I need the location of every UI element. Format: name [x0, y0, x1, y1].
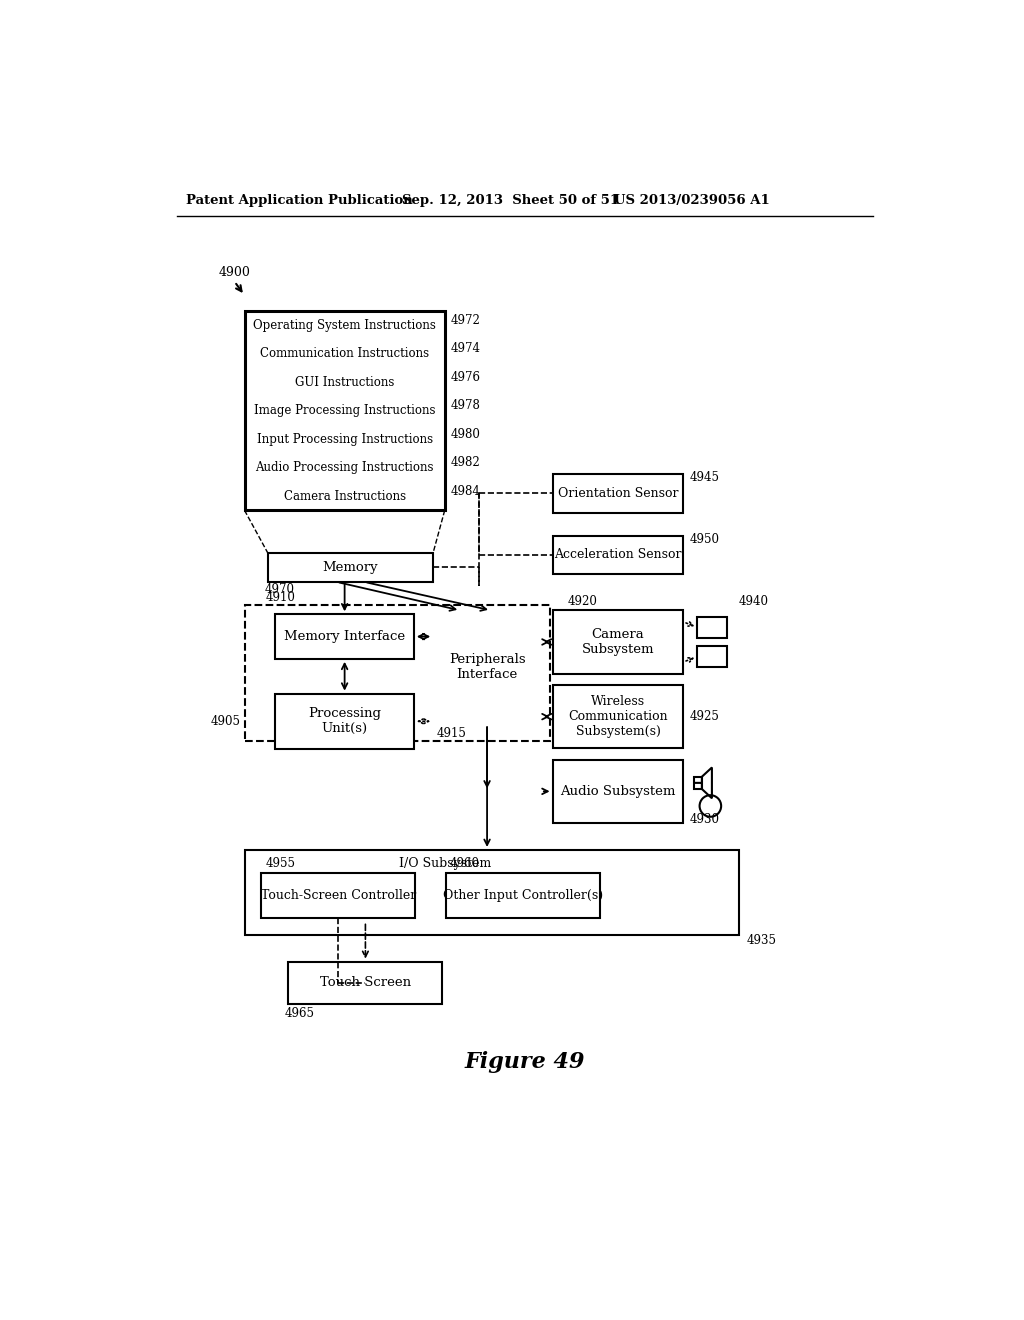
- Text: Audio Subsystem: Audio Subsystem: [560, 785, 676, 797]
- Text: 4960: 4960: [451, 857, 480, 870]
- Bar: [697, 645, 727, 668]
- Bar: [275, 614, 414, 659]
- Bar: [245, 605, 550, 742]
- Text: 4905: 4905: [211, 714, 241, 727]
- Text: 4940: 4940: [739, 594, 769, 607]
- Bar: [245, 850, 739, 935]
- Bar: [245, 453, 444, 482]
- Bar: [245, 339, 444, 368]
- Text: Camera Instructions: Camera Instructions: [284, 490, 406, 503]
- Bar: [245, 312, 444, 339]
- Text: 4978: 4978: [451, 400, 480, 412]
- Text: 4974: 4974: [451, 342, 481, 355]
- Bar: [553, 760, 683, 822]
- Text: 4945: 4945: [689, 471, 720, 484]
- Bar: [245, 425, 444, 453]
- Bar: [553, 610, 683, 673]
- Text: 4935: 4935: [746, 935, 776, 948]
- Bar: [267, 553, 433, 582]
- Text: Processing
Unit(s): Processing Unit(s): [308, 708, 381, 735]
- Bar: [553, 685, 683, 748]
- Text: Acceleration Sensor: Acceleration Sensor: [554, 548, 682, 561]
- Text: Communication Instructions: Communication Instructions: [260, 347, 429, 360]
- Bar: [697, 616, 727, 638]
- Text: Sep. 12, 2013  Sheet 50 of 51: Sep. 12, 2013 Sheet 50 of 51: [401, 194, 618, 207]
- Text: Patent Application Publication: Patent Application Publication: [186, 194, 413, 207]
- Bar: [245, 368, 444, 396]
- Text: Image Processing Instructions: Image Processing Instructions: [254, 404, 435, 417]
- Bar: [289, 961, 442, 1003]
- Text: 4984: 4984: [451, 484, 480, 498]
- Text: Operating System Instructions: Operating System Instructions: [253, 318, 436, 331]
- Bar: [433, 610, 541, 725]
- Text: 4982: 4982: [451, 457, 480, 470]
- Text: Input Processing Instructions: Input Processing Instructions: [257, 433, 433, 446]
- Text: 4972: 4972: [451, 314, 480, 327]
- Text: 4915: 4915: [437, 727, 467, 741]
- Bar: [553, 536, 683, 574]
- Text: Other Input Controller(s): Other Input Controller(s): [443, 888, 603, 902]
- Text: US 2013/0239056 A1: US 2013/0239056 A1: [614, 194, 770, 207]
- Text: Orientation Sensor: Orientation Sensor: [558, 487, 678, 500]
- Bar: [245, 396, 444, 425]
- Text: Memory Interface: Memory Interface: [284, 630, 406, 643]
- Text: Audio Processing Instructions: Audio Processing Instructions: [255, 461, 434, 474]
- Text: Touch-Screen Controller: Touch-Screen Controller: [261, 888, 416, 902]
- Text: 4970: 4970: [264, 583, 295, 597]
- Text: 4920: 4920: [568, 594, 598, 607]
- Text: Camera
Subsystem: Camera Subsystem: [582, 628, 654, 656]
- Bar: [553, 474, 683, 512]
- Text: Touch Screen: Touch Screen: [319, 977, 411, 989]
- Text: Figure 49: Figure 49: [465, 1051, 585, 1073]
- Text: 4955: 4955: [265, 857, 295, 870]
- Bar: [446, 873, 600, 917]
- Bar: [245, 312, 444, 511]
- Text: 4950: 4950: [689, 533, 720, 546]
- Text: 4925: 4925: [689, 710, 720, 723]
- Text: 4910: 4910: [266, 591, 296, 603]
- Text: Memory: Memory: [323, 561, 378, 574]
- Text: 4976: 4976: [451, 371, 481, 384]
- Text: 4965: 4965: [285, 1007, 314, 1019]
- Bar: [275, 693, 414, 748]
- Text: 4980: 4980: [451, 428, 480, 441]
- Bar: [261, 873, 416, 917]
- Text: 4930: 4930: [689, 813, 720, 825]
- Text: Peripherals
Interface: Peripherals Interface: [449, 653, 525, 681]
- Text: Wireless
Communication
Subsystem(s): Wireless Communication Subsystem(s): [568, 696, 668, 738]
- Text: GUI Instructions: GUI Instructions: [295, 376, 394, 388]
- Text: 4900: 4900: [219, 265, 251, 279]
- Bar: [245, 482, 444, 511]
- Text: I/O Subsystem: I/O Subsystem: [398, 857, 490, 870]
